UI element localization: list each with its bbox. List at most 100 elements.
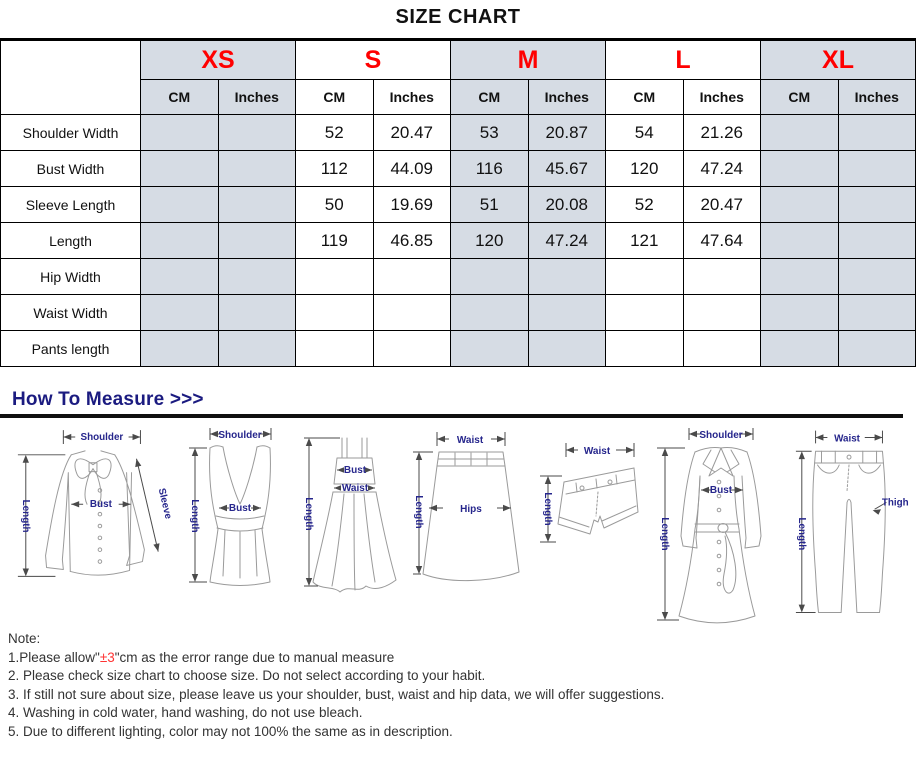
value-cell: 52	[605, 186, 684, 223]
value-cell	[140, 258, 219, 295]
figure-dress: Bust Waist Length	[303, 437, 397, 593]
skirt-waist-label: Waist	[457, 435, 484, 446]
blouse-shoulder-label: Shoulder	[80, 432, 123, 443]
value-cell	[217, 114, 296, 151]
value-cell	[295, 294, 374, 331]
value-cell	[682, 330, 761, 367]
value-cell	[527, 258, 606, 295]
table-row: Length 119 46.85 120 47.24 121 47.64	[0, 222, 916, 259]
value-cell	[372, 258, 451, 295]
value-cell	[527, 330, 606, 367]
value-cell	[295, 258, 374, 295]
size-header-m: M	[450, 39, 606, 80]
unit-header-cm: CM	[450, 79, 529, 115]
value-cell	[450, 294, 529, 331]
value-cell: 120	[450, 222, 529, 259]
figure-skirt: Waist Hips Length	[413, 432, 520, 581]
value-cell	[760, 186, 839, 223]
value-cell: 20.87	[527, 114, 606, 151]
value-cell: 121	[605, 222, 684, 259]
value-cell: 53	[450, 114, 529, 151]
value-cell	[295, 330, 374, 367]
row-label: Pants length	[0, 330, 141, 367]
value-cell	[837, 222, 916, 259]
coat-length-label: Length	[659, 517, 670, 550]
value-cell	[760, 258, 839, 295]
row-label: Waist Width	[0, 294, 141, 331]
length-measure: Length	[17, 454, 66, 577]
shorts-length-label: Length	[542, 492, 553, 525]
dress-drawing	[312, 437, 397, 593]
bust-measure: Bust	[219, 503, 261, 514]
pants-waist-label: Waist	[834, 433, 861, 444]
value-cell: 20.47	[682, 186, 761, 223]
value-cell	[605, 258, 684, 295]
value-cell: 47.24	[527, 222, 606, 259]
unit-header-inches: Inches	[527, 79, 606, 115]
waist-measure: Waist	[334, 483, 375, 494]
length-measure: Length	[303, 437, 340, 587]
value-cell	[605, 294, 684, 331]
value-cell	[217, 330, 296, 367]
unit-header-inches: Inches	[217, 79, 296, 115]
notes-section: Note: 1.Please allow"±3"cm as the error …	[8, 630, 916, 742]
shorts-waist-label: Waist	[584, 446, 611, 457]
value-cell: 51	[450, 186, 529, 223]
skirt-length-label: Length	[413, 495, 424, 528]
waist-measure: Waist	[436, 432, 506, 446]
skirt-hips-label: Hips	[460, 504, 482, 515]
how-to-measure-heading: How To Measure >>>	[12, 389, 204, 410]
value-cell: 20.08	[527, 186, 606, 223]
value-cell	[760, 222, 839, 259]
value-cell: 19.69	[372, 186, 451, 223]
value-cell: 46.85	[372, 222, 451, 259]
value-cell	[372, 294, 451, 331]
thigh-measure: Thigh	[872, 497, 909, 515]
value-cell: 50	[295, 186, 374, 223]
blouse-drawing	[45, 450, 145, 576]
note-1-post: "cm as the error range due to manual mea…	[114, 649, 395, 665]
value-cell	[837, 258, 916, 295]
row-label: Hip Width	[0, 258, 141, 295]
value-cell	[837, 150, 916, 187]
measure-figures: Shoulder Length Bust Sleeve	[0, 418, 916, 624]
unit-header-inches: Inches	[372, 79, 451, 115]
value-cell	[760, 114, 839, 151]
unit-header-inches: Inches	[837, 79, 916, 115]
pants-drawing	[812, 450, 886, 614]
value-cell	[140, 294, 219, 331]
pants-thigh-label: Thigh	[882, 497, 909, 508]
value-cell	[140, 150, 219, 187]
table-row: Waist Width	[0, 294, 916, 331]
value-cell	[217, 186, 296, 223]
page-title: SIZE CHART	[395, 6, 521, 28]
size-header-row: XS S M L XL	[0, 39, 916, 115]
note-line-3: 3. If still not sure about size, please …	[8, 686, 665, 702]
size-chart-table: XS S M L XL CM Inches CM Inches CM Inches CM Inches…	[0, 38, 916, 367]
value-cell: 116	[450, 150, 529, 187]
value-cell	[760, 150, 839, 187]
blouse-length-label: Length	[20, 500, 31, 533]
coat-shoulder-label: Shoulder	[699, 430, 742, 441]
row-label: Sleeve Length	[0, 186, 141, 223]
dress-bust-label: Bust	[344, 465, 367, 476]
coat-drawing	[678, 447, 762, 624]
tank-drawing	[209, 445, 271, 586]
value-cell: 54	[605, 114, 684, 151]
value-cell: 44.09	[372, 150, 451, 187]
table-row: Pants length	[0, 330, 916, 367]
value-cell: 119	[295, 222, 374, 259]
pants-length-label: Length	[796, 517, 807, 550]
value-cell: 21.26	[682, 114, 761, 151]
length-measure: Length	[413, 451, 433, 575]
value-cell	[527, 294, 606, 331]
value-cell: 47.64	[682, 222, 761, 259]
value-cell	[760, 330, 839, 367]
bust-measure: Bust	[71, 499, 131, 510]
row-label: Bust Width	[0, 150, 141, 187]
note-line-2: 2. Please check size chart to choose siz…	[8, 668, 486, 684]
value-cell: 52	[295, 114, 374, 151]
hips-measure: Hips	[429, 504, 511, 515]
value-cell	[140, 186, 219, 223]
size-header-xs: XS	[140, 39, 296, 80]
